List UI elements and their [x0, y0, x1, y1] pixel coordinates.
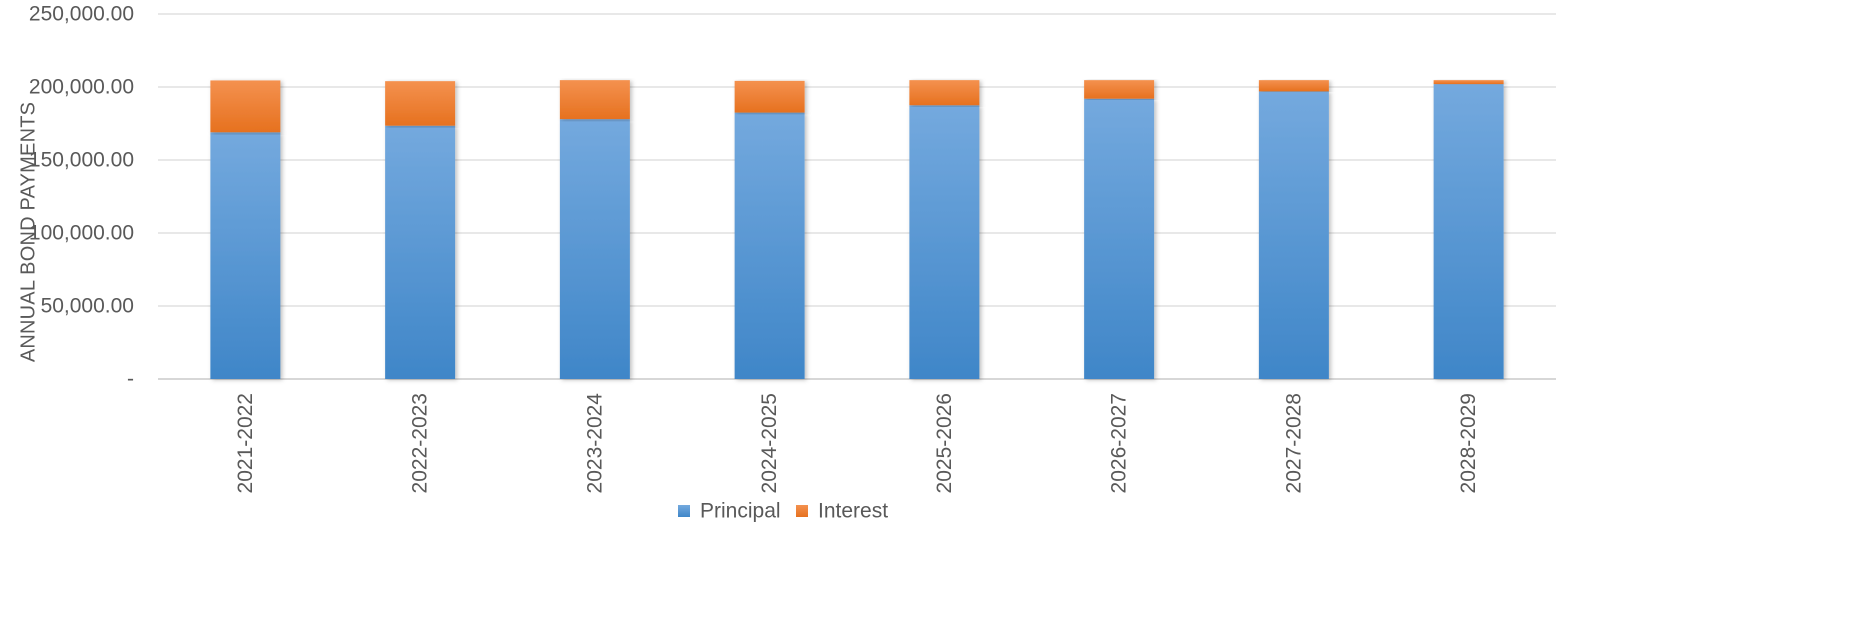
- x-tick-label: 2027-2028: [1282, 393, 1305, 493]
- bar-interest-2022-2023: [385, 81, 456, 126]
- y-axis-label: ANNUAL BOND PAYMENTS: [17, 102, 39, 362]
- bar-principal-2025-2026: [909, 105, 980, 379]
- legend: Principal Interest: [678, 500, 888, 523]
- legend-swatch-principal: [678, 505, 690, 517]
- bar-principal-2028-2029: [1433, 84, 1504, 379]
- bar-principal-2022-2023: [385, 125, 456, 379]
- bar-principal-2026-2027: [1084, 98, 1155, 380]
- y-tick-label: 100,000.00: [29, 222, 134, 245]
- legend-item-interest: Interest: [796, 500, 888, 523]
- bar-principal-2021-2022: [210, 132, 281, 379]
- bar-principal-2027-2028: [1258, 91, 1329, 379]
- y-tick-label: 150,000.00: [29, 149, 134, 172]
- x-tick-label: 2023-2024: [583, 393, 606, 494]
- x-axis-tick-labels: 2021-2022 2022-2023 2023-2024 2024-2025 2025…: [234, 393, 1480, 494]
- y-tick-label: 200,000.00: [29, 76, 134, 99]
- bar-interest-2021-2022: [210, 80, 281, 133]
- bar-interest-2024-2025: [734, 80, 805, 113]
- bar-interest-2027-2028: [1258, 80, 1329, 92]
- gridlines: [158, 13, 1556, 380]
- x-tick-label: 2026-2027: [1108, 393, 1131, 493]
- y-tick-label: 50,000.00: [41, 295, 134, 318]
- legend-swatch-interest: [796, 505, 808, 517]
- x-tick-label: 2021-2022: [234, 393, 257, 493]
- legend-item-principal: Principal: [678, 500, 781, 523]
- bars: [210, 80, 1504, 380]
- y-axis-tick-labels: - 50,000.00 100,000.00 150,000.00 200,000.00…: [29, 3, 134, 391]
- bar-principal-2024-2025: [734, 112, 805, 380]
- bar-interest-2023-2024: [559, 80, 630, 120]
- x-tick-label: 2022-2023: [409, 393, 432, 493]
- bar-interest-2025-2026: [909, 80, 980, 106]
- y-tick-label: -: [127, 368, 134, 391]
- legend-label: Interest: [818, 500, 888, 523]
- x-tick-label: 2024-2025: [758, 393, 781, 493]
- x-tick-label: 2028-2029: [1457, 393, 1480, 493]
- bar-interest-2028-2029: [1433, 80, 1504, 85]
- bar-principal-2023-2024: [559, 119, 630, 380]
- legend-label: Principal: [700, 500, 781, 523]
- bar-interest-2026-2027: [1084, 80, 1155, 99]
- x-tick-label: 2025-2026: [933, 393, 956, 493]
- y-tick-label: 250,000.00: [29, 3, 134, 26]
